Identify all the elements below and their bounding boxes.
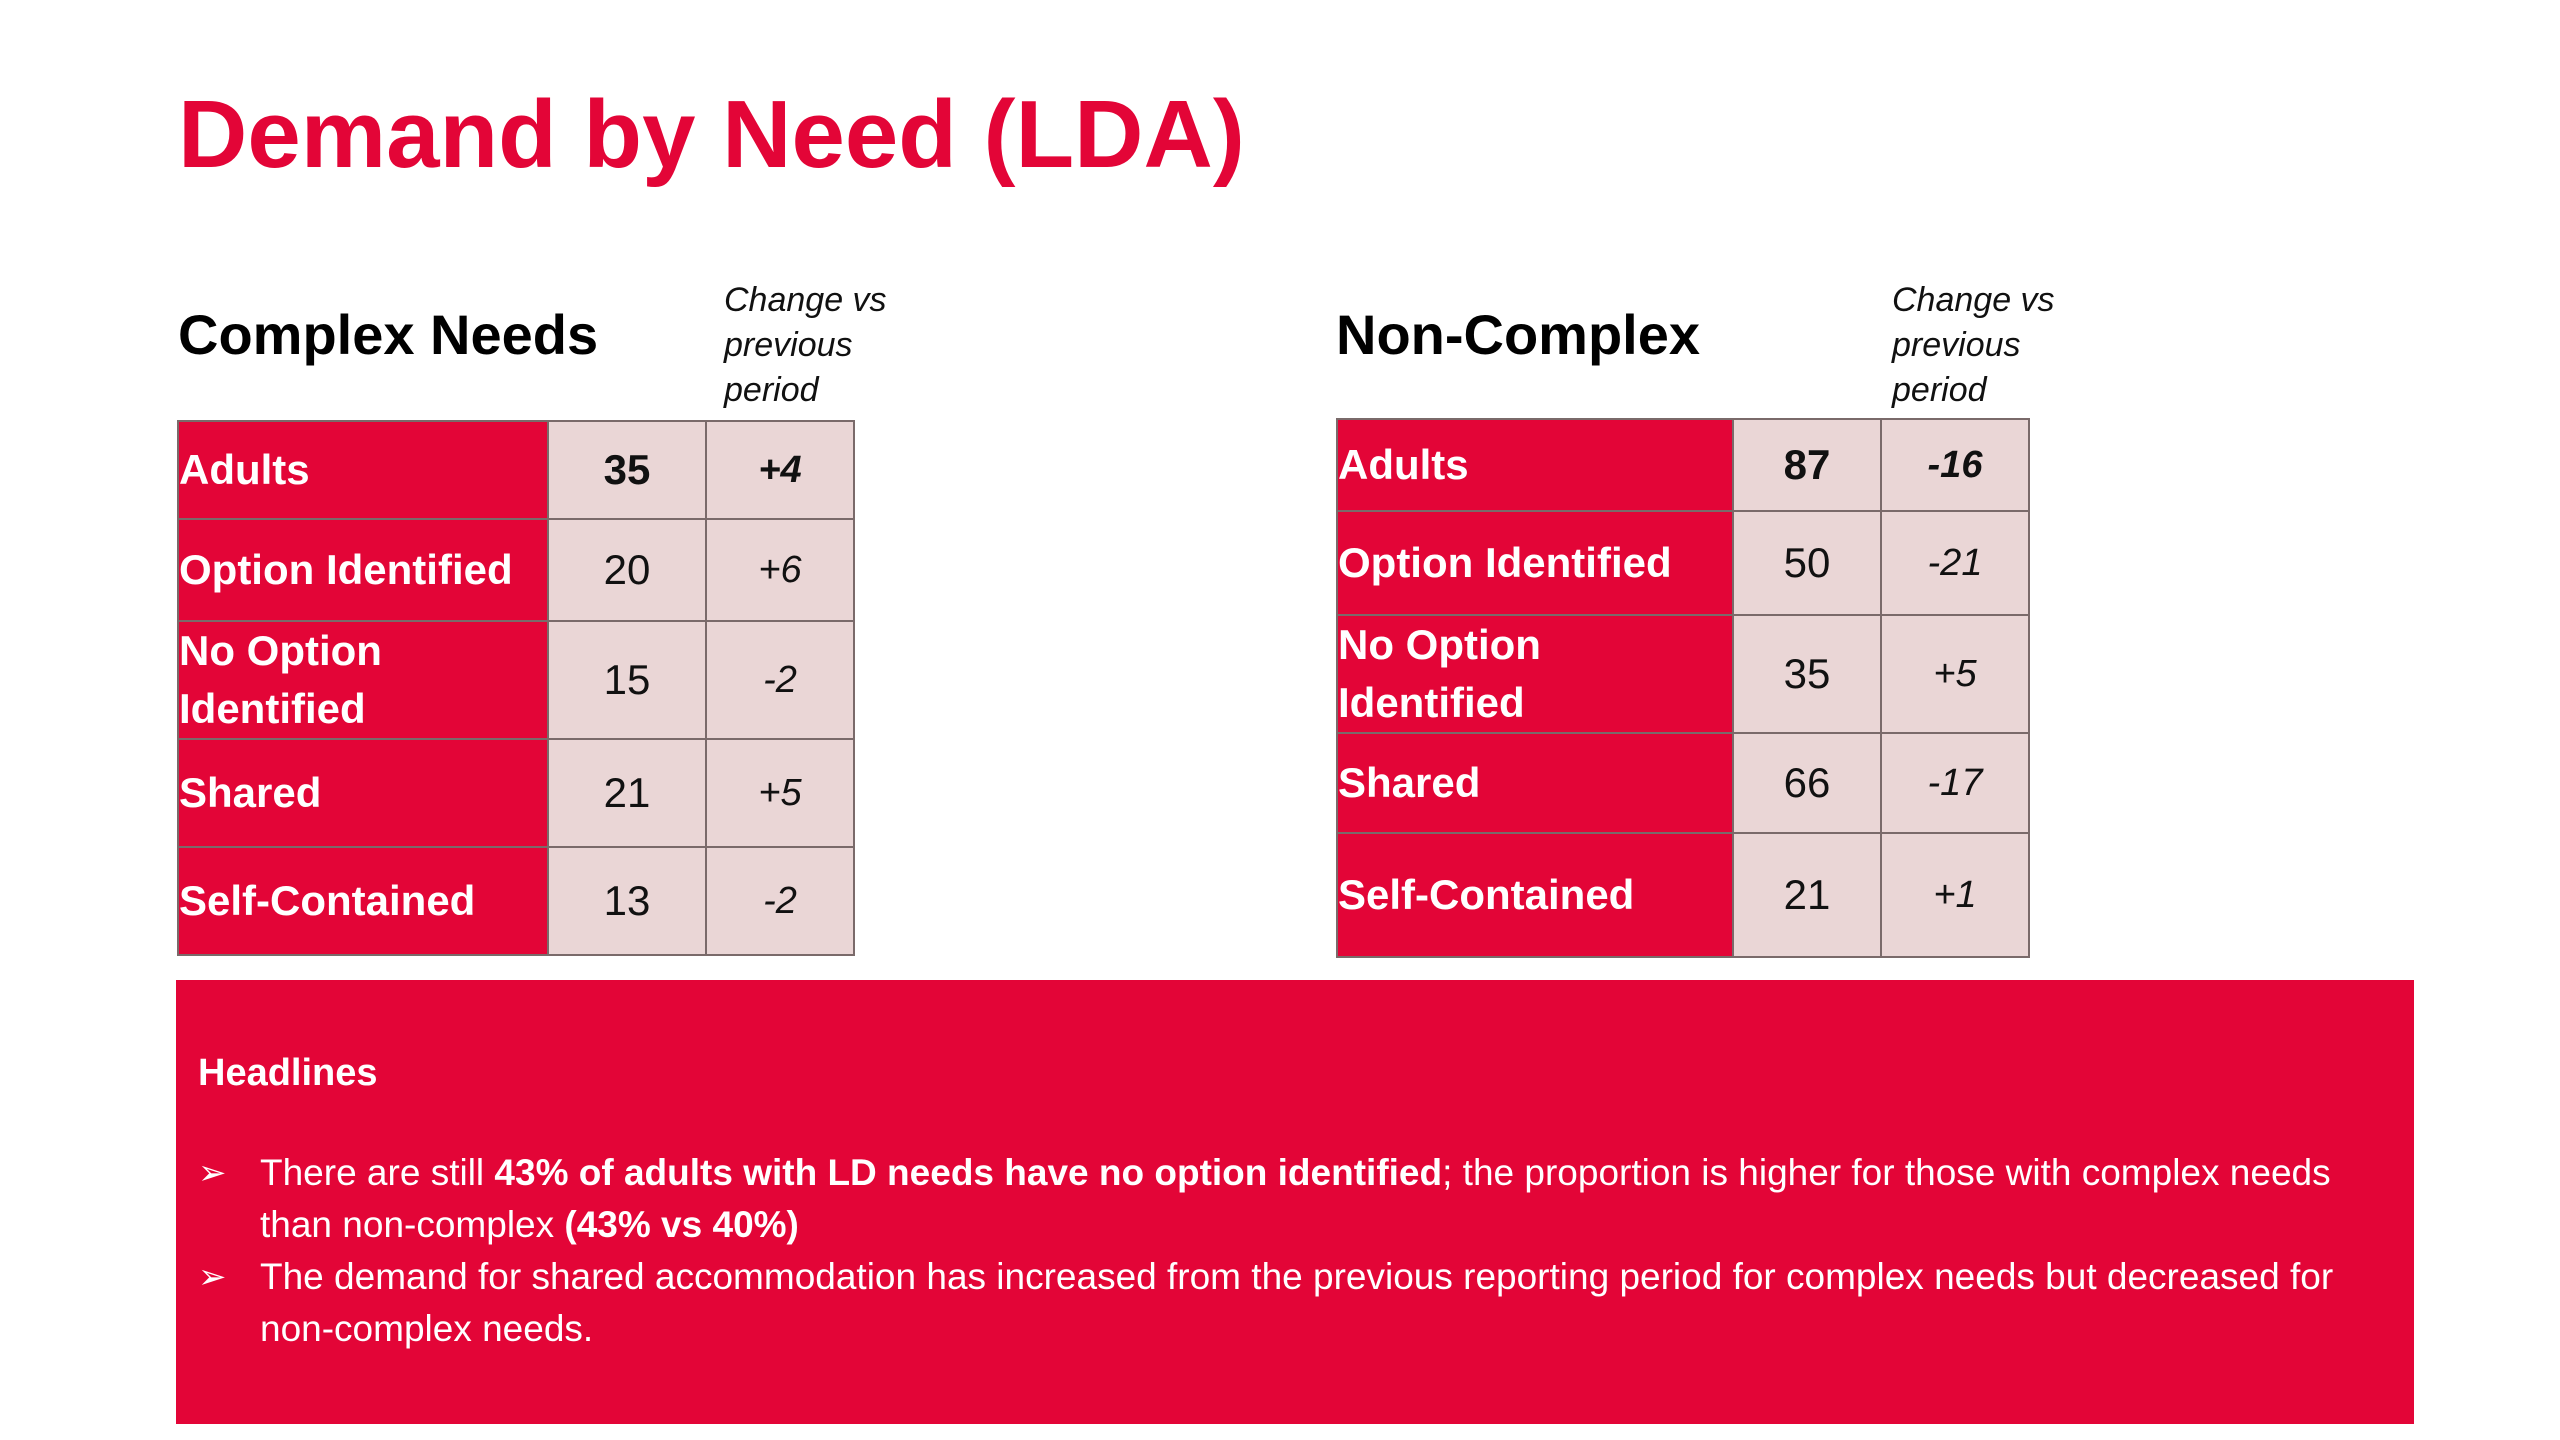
non-complex-heading: Non-Complex — [1336, 303, 1700, 366]
row-label: No Option Identified — [177, 620, 549, 740]
row-change: +5 — [705, 738, 855, 848]
headlines-list: ➢ There are still 43% of adults with LD n… — [198, 1147, 2354, 1355]
row-value: 35 — [547, 420, 707, 520]
row-value: 87 — [1732, 418, 1882, 512]
row-label: Option Identified — [1336, 510, 1734, 616]
row-change: +6 — [705, 518, 855, 622]
table-row: Option Identified 50 -21 — [1336, 510, 2030, 616]
row-value: 13 — [547, 846, 707, 956]
row-label: Adults — [177, 420, 549, 520]
row-label: Self-Contained — [1336, 832, 1734, 958]
table-row: Option Identified 20 +6 — [177, 518, 855, 622]
row-value: 66 — [1732, 732, 1882, 834]
table-row: Shared 66 -17 — [1336, 732, 2030, 834]
complex-change-label: Change vs previous period — [724, 281, 887, 409]
row-value: 35 — [1732, 614, 1882, 734]
page-title: Demand by Need (LDA) — [178, 81, 1245, 188]
complex-needs-table: Adults 35 +4 Option Identified 20 +6 No … — [177, 420, 855, 956]
table-row: Shared 21 +5 — [177, 738, 855, 848]
row-value: 20 — [547, 518, 707, 622]
row-value: 21 — [547, 738, 707, 848]
row-label: Self-Contained — [177, 846, 549, 956]
row-label: Shared — [177, 738, 549, 848]
row-value: 50 — [1732, 510, 1882, 616]
table-row: Self-Contained 13 -2 — [177, 846, 855, 956]
list-item: ➢ There are still 43% of adults with LD n… — [198, 1147, 2354, 1251]
list-item: ➢ The demand for shared accommodation has… — [198, 1251, 2354, 1355]
headline-text: There are still — [260, 1152, 495, 1193]
arrow-bullet-icon: ➢ — [198, 1258, 227, 1296]
row-change: +1 — [1880, 832, 2030, 958]
non-complex-table: Adults 87 -16 Option Identified 50 -21 N… — [1336, 418, 2030, 958]
row-label: Shared — [1336, 732, 1734, 834]
row-change: +5 — [1880, 614, 2030, 734]
row-value: 21 — [1732, 832, 1882, 958]
table-row: No Option Identified 35 +5 — [1336, 614, 2030, 734]
headlines-box: Headlines ➢ There are still 43% of adults… — [176, 980, 2414, 1424]
row-value: 15 — [547, 620, 707, 740]
table-row: Adults 87 -16 — [1336, 418, 2030, 512]
row-label: No Option Identified — [1336, 614, 1734, 734]
arrow-bullet-icon: ➢ — [198, 1154, 227, 1192]
row-change: -21 — [1880, 510, 2030, 616]
non-complex-change-label: Change vs previous period — [1892, 281, 2055, 409]
row-change: +4 — [705, 420, 855, 520]
row-change: -16 — [1880, 418, 2030, 512]
row-change: -2 — [705, 846, 855, 956]
complex-needs-heading: Complex Needs — [178, 303, 599, 366]
table-row: No Option Identified 15 -2 — [177, 620, 855, 740]
table-row: Adults 35 +4 — [177, 420, 855, 520]
headline-emphasis: (43% vs 40%) — [564, 1204, 799, 1245]
headline-text: The demand for shared accommodation has … — [260, 1256, 2334, 1349]
headline-emphasis: 43% of adults with LD needs have no opti… — [494, 1152, 1443, 1193]
row-label: Adults — [1336, 418, 1734, 512]
headline-text: ; the proportion is higher for those wit… — [260, 1152, 2331, 1245]
row-change: -2 — [705, 620, 855, 740]
headlines-heading: Headlines — [198, 1052, 378, 1094]
table-row: Self-Contained 21 +1 — [1336, 832, 2030, 958]
row-change: -17 — [1880, 732, 2030, 834]
row-label: Option Identified — [177, 518, 549, 622]
